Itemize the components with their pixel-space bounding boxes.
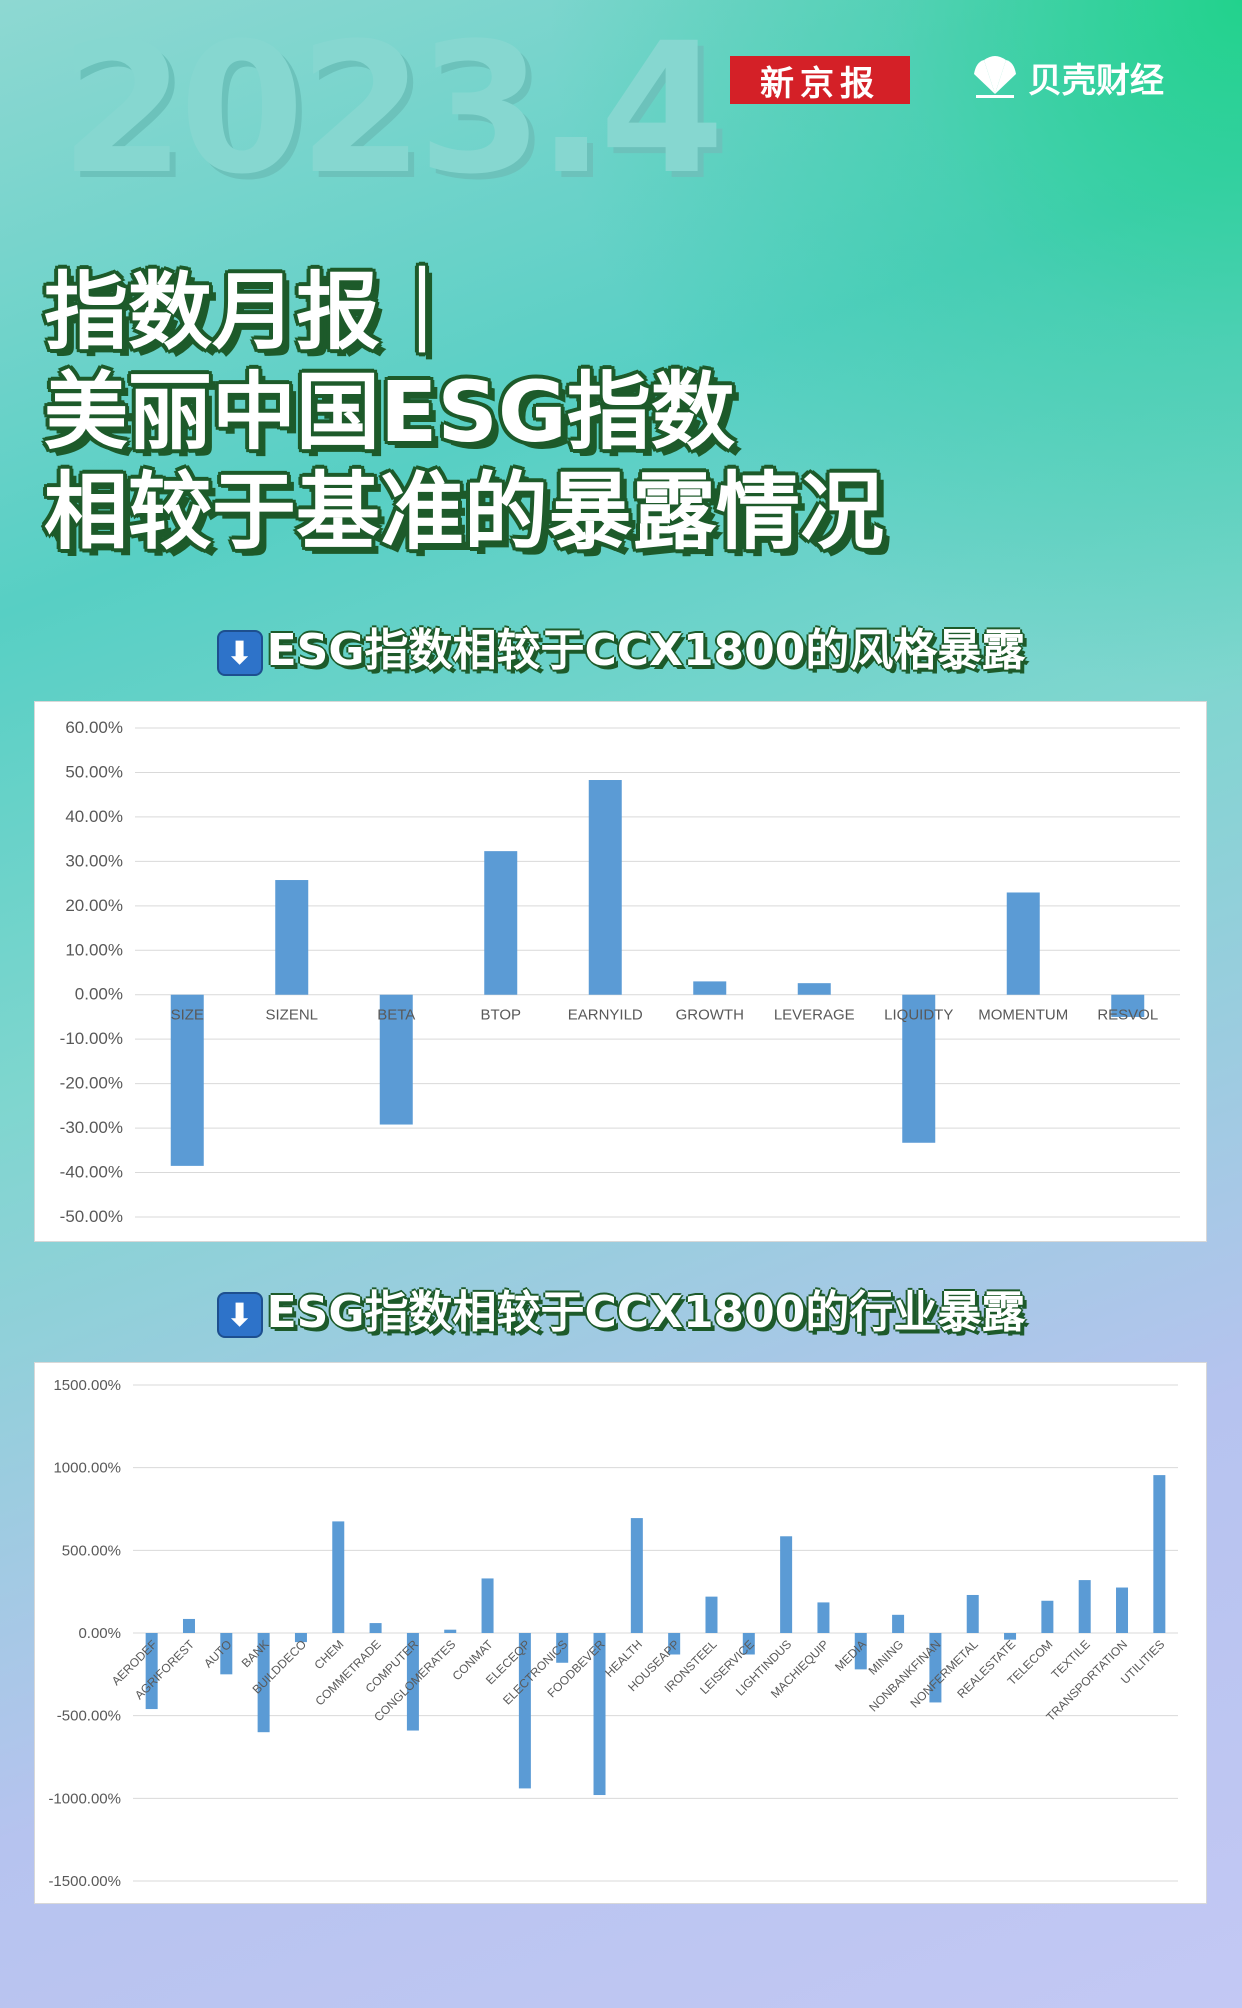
bar bbox=[929, 1633, 942, 1703]
bar bbox=[630, 1518, 643, 1633]
bar bbox=[145, 1633, 158, 1710]
y-tick-label: -50.00% bbox=[60, 1207, 123, 1226]
year-watermark: 2023.4 bbox=[60, 5, 725, 214]
bar bbox=[182, 1618, 195, 1633]
bar bbox=[668, 1633, 681, 1655]
bar bbox=[170, 994, 204, 1166]
x-tick-label: EARNYILD bbox=[568, 1007, 643, 1024]
bar bbox=[518, 1633, 531, 1789]
style-exposure-heading: ⬇ ESG指数相较于CCX1800的风格暴露 bbox=[0, 614, 1242, 678]
x-tick-label: SIZENL bbox=[265, 1007, 318, 1024]
y-tick-label: -20.00% bbox=[60, 1074, 123, 1093]
x-tick-label: MOMENTUM bbox=[978, 1007, 1068, 1024]
y-tick-label: 1000.00% bbox=[53, 1460, 121, 1477]
x-tick-label: LEVERAGE bbox=[774, 1007, 855, 1024]
industry-exposure-chart: 1500.00% 1000.00% 500.00% 0.00% -500.00% -100… bbox=[48, 1377, 1178, 1890]
x-tick-label: BETA bbox=[377, 1007, 415, 1024]
y-tick-label: 0.00% bbox=[75, 985, 123, 1004]
bar bbox=[444, 1629, 457, 1633]
bar bbox=[1111, 994, 1145, 1017]
x-tick-label: SIZE bbox=[171, 1007, 204, 1024]
industry-exposure-heading-text: ESG指数相较于CCX1800的行业暴露 bbox=[266, 1287, 1026, 1338]
bar bbox=[742, 1633, 755, 1655]
beike-finance-logo: 贝壳财经 bbox=[970, 52, 1164, 102]
bar bbox=[892, 1614, 905, 1633]
down-arrow-icon: ⬇ bbox=[216, 1292, 263, 1338]
down-arrow-icon: ⬇ bbox=[216, 630, 263, 676]
bar bbox=[966, 1594, 979, 1633]
bar bbox=[1078, 1580, 1091, 1633]
bar bbox=[797, 983, 831, 995]
x-tick-label: LIQUIDTY bbox=[884, 1007, 953, 1024]
y-tick-label: 1500.00% bbox=[53, 1377, 121, 1394]
x-tick-label: NONFERMETAL bbox=[907, 1637, 981, 1711]
bar bbox=[275, 880, 309, 995]
x-tick-label: ELECTRONICS bbox=[500, 1637, 570, 1707]
bar bbox=[902, 994, 936, 1143]
x-tick-label: BTOP bbox=[480, 1007, 521, 1024]
y-tick-label: 10.00% bbox=[65, 940, 123, 959]
industry-exposure-chart-panel: 1500.00% 1000.00% 500.00% 0.00% -500.00% -100… bbox=[34, 1362, 1207, 1904]
bar bbox=[1116, 1587, 1129, 1633]
y-tick-label: 500.00% bbox=[62, 1542, 121, 1559]
title-line-3: 相较于基准的暴露情况 bbox=[44, 463, 885, 561]
bar bbox=[481, 1578, 494, 1633]
bar bbox=[406, 1633, 419, 1731]
y-tick-label: -40.00% bbox=[60, 1163, 123, 1182]
x-tick-label: GROWTH bbox=[676, 1007, 744, 1024]
shell-icon bbox=[974, 56, 1016, 98]
bar bbox=[1041, 1600, 1054, 1633]
bar bbox=[379, 994, 413, 1125]
style-exposure-chart-panel: 60.00% 50.00% 40.00% 30.00% 20.00% 10.00% 0.00… bbox=[34, 701, 1207, 1242]
bar bbox=[257, 1633, 270, 1733]
y-tick-label: -500.00% bbox=[57, 1708, 121, 1725]
bar bbox=[588, 780, 622, 995]
bar bbox=[1004, 1633, 1017, 1640]
y-tick-label: -30.00% bbox=[60, 1118, 123, 1137]
bar bbox=[369, 1623, 382, 1633]
y-tick-label: 30.00% bbox=[65, 851, 123, 870]
page-title: 指数月报｜ 美丽中国ESG指数 相较于基准的暴露情况 bbox=[44, 262, 884, 562]
x-tick-label: COMMETRADE bbox=[313, 1637, 384, 1708]
bar bbox=[854, 1633, 867, 1670]
x-tick-label: CHEM bbox=[311, 1637, 346, 1672]
title-line-2: 美丽中国ESG指数 bbox=[44, 363, 735, 461]
x-tick-label: RESVOL bbox=[1097, 1007, 1158, 1024]
industry-exposure-heading: ⬇ ESG指数相较于CCX1800的行业暴露 bbox=[0, 1276, 1242, 1340]
bar bbox=[1006, 892, 1040, 995]
bar bbox=[294, 1633, 307, 1643]
bar bbox=[593, 1633, 606, 1796]
beike-finance-text: 贝壳财经 bbox=[1028, 60, 1164, 101]
y-tick-label: 60.00% bbox=[65, 718, 123, 737]
bar bbox=[332, 1521, 345, 1633]
title-line-1: 指数月报｜ bbox=[44, 263, 465, 361]
bar bbox=[556, 1633, 569, 1663]
bar bbox=[780, 1536, 793, 1633]
y-tick-label: 0.00% bbox=[78, 1625, 121, 1642]
bar bbox=[220, 1633, 233, 1675]
bar bbox=[693, 981, 727, 995]
y-tick-label: 40.00% bbox=[65, 807, 123, 826]
y-tick-label: 20.00% bbox=[65, 896, 123, 915]
style-exposure-chart: 60.00% 50.00% 40.00% 30.00% 20.00% 10.00% 0.00… bbox=[60, 718, 1180, 1226]
y-tick-label: -1000.00% bbox=[48, 1790, 121, 1807]
bar bbox=[817, 1602, 830, 1633]
bar bbox=[1153, 1475, 1166, 1633]
bar bbox=[484, 851, 518, 995]
y-tick-label: -1500.00% bbox=[48, 1873, 121, 1890]
y-tick-label: -10.00% bbox=[60, 1029, 123, 1048]
bar bbox=[705, 1596, 718, 1633]
y-tick-label: 50.00% bbox=[65, 762, 123, 781]
style-exposure-heading-text: ESG指数相较于CCX1800的风格暴露 bbox=[266, 625, 1026, 676]
xinjingbao-logo: 新京报 bbox=[730, 56, 910, 104]
